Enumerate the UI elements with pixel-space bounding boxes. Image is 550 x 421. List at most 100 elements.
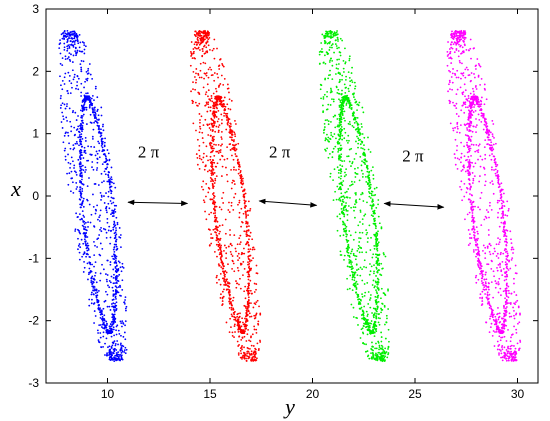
data-point bbox=[85, 255, 87, 258]
data-point bbox=[81, 119, 84, 122]
data-point bbox=[106, 149, 109, 151]
data-point bbox=[197, 39, 199, 42]
data-point bbox=[384, 294, 387, 296]
data-point bbox=[340, 123, 342, 126]
data-point bbox=[102, 227, 105, 230]
data-point bbox=[367, 136, 369, 139]
data-point bbox=[195, 81, 197, 84]
data-point bbox=[248, 273, 250, 276]
data-point bbox=[256, 342, 259, 345]
data-point bbox=[84, 137, 87, 139]
data-point bbox=[78, 156, 81, 159]
data-point bbox=[82, 220, 85, 222]
data-point bbox=[378, 323, 381, 326]
data-point bbox=[331, 98, 333, 100]
data-point bbox=[82, 183, 85, 186]
data-point bbox=[496, 201, 499, 204]
data-point bbox=[365, 350, 367, 353]
data-point bbox=[370, 331, 373, 334]
data-point bbox=[97, 299, 100, 302]
data-point bbox=[337, 40, 339, 42]
data-point bbox=[83, 149, 86, 152]
data-point bbox=[91, 275, 94, 278]
data-point bbox=[507, 269, 510, 271]
data-point bbox=[324, 34, 326, 37]
data-point bbox=[515, 328, 518, 331]
data-point bbox=[329, 73, 331, 76]
data-point bbox=[246, 320, 248, 322]
data-point bbox=[77, 136, 80, 139]
data-point bbox=[329, 36, 331, 38]
data-point bbox=[93, 286, 96, 288]
data-point bbox=[79, 163, 82, 165]
data-point bbox=[503, 320, 506, 323]
data-point bbox=[460, 109, 463, 112]
data-point bbox=[75, 212, 78, 215]
data-point bbox=[348, 90, 350, 93]
data-point bbox=[96, 152, 99, 155]
data-point bbox=[70, 130, 73, 133]
data-point bbox=[351, 274, 354, 276]
data-point bbox=[101, 146, 104, 149]
data-point bbox=[122, 322, 124, 324]
data-point bbox=[485, 321, 488, 324]
data-point bbox=[246, 221, 249, 224]
data-point bbox=[212, 147, 215, 150]
data-point bbox=[328, 41, 330, 44]
data-point bbox=[348, 261, 351, 263]
data-point bbox=[79, 161, 82, 164]
data-point bbox=[212, 185, 215, 188]
data-point bbox=[119, 266, 122, 269]
data-point bbox=[358, 231, 361, 234]
data-point bbox=[358, 241, 361, 243]
data-point bbox=[497, 307, 499, 309]
data-point bbox=[110, 166, 113, 169]
data-point bbox=[216, 73, 219, 75]
data-point bbox=[233, 139, 235, 141]
data-point bbox=[63, 42, 66, 45]
data-point bbox=[108, 225, 111, 228]
data-point bbox=[374, 307, 377, 310]
data-point bbox=[92, 128, 95, 131]
data-point bbox=[72, 78, 75, 81]
data-point bbox=[119, 286, 122, 288]
data-point bbox=[381, 358, 384, 361]
data-point bbox=[223, 96, 226, 99]
data-point bbox=[225, 278, 228, 281]
data-point bbox=[341, 198, 344, 201]
data-point bbox=[88, 255, 91, 258]
data-point bbox=[338, 98, 340, 101]
data-point bbox=[338, 119, 341, 122]
data-point bbox=[380, 226, 383, 228]
data-point bbox=[221, 263, 224, 266]
data-point bbox=[366, 333, 369, 336]
data-point bbox=[513, 314, 515, 317]
data-point bbox=[78, 131, 81, 134]
data-point bbox=[198, 30, 201, 32]
data-point bbox=[374, 285, 376, 288]
data-point bbox=[359, 337, 362, 339]
data-point bbox=[83, 223, 86, 225]
data-point bbox=[83, 238, 86, 241]
data-point bbox=[217, 263, 220, 266]
data-point bbox=[352, 114, 355, 116]
data-point bbox=[365, 323, 368, 325]
data-point bbox=[76, 51, 78, 54]
data-point bbox=[218, 96, 220, 99]
data-point bbox=[222, 84, 225, 86]
data-point bbox=[94, 87, 97, 90]
data-point bbox=[228, 201, 230, 204]
data-point bbox=[210, 180, 212, 183]
data-point bbox=[363, 144, 365, 147]
data-point bbox=[249, 315, 251, 318]
data-point bbox=[223, 114, 225, 117]
data-point bbox=[238, 283, 240, 286]
data-point bbox=[99, 279, 102, 282]
data-point bbox=[229, 234, 231, 236]
data-point bbox=[229, 149, 232, 151]
data-point bbox=[355, 128, 358, 130]
data-point bbox=[110, 202, 113, 205]
data-point bbox=[361, 317, 363, 320]
data-point bbox=[244, 192, 247, 195]
data-point bbox=[215, 276, 218, 279]
